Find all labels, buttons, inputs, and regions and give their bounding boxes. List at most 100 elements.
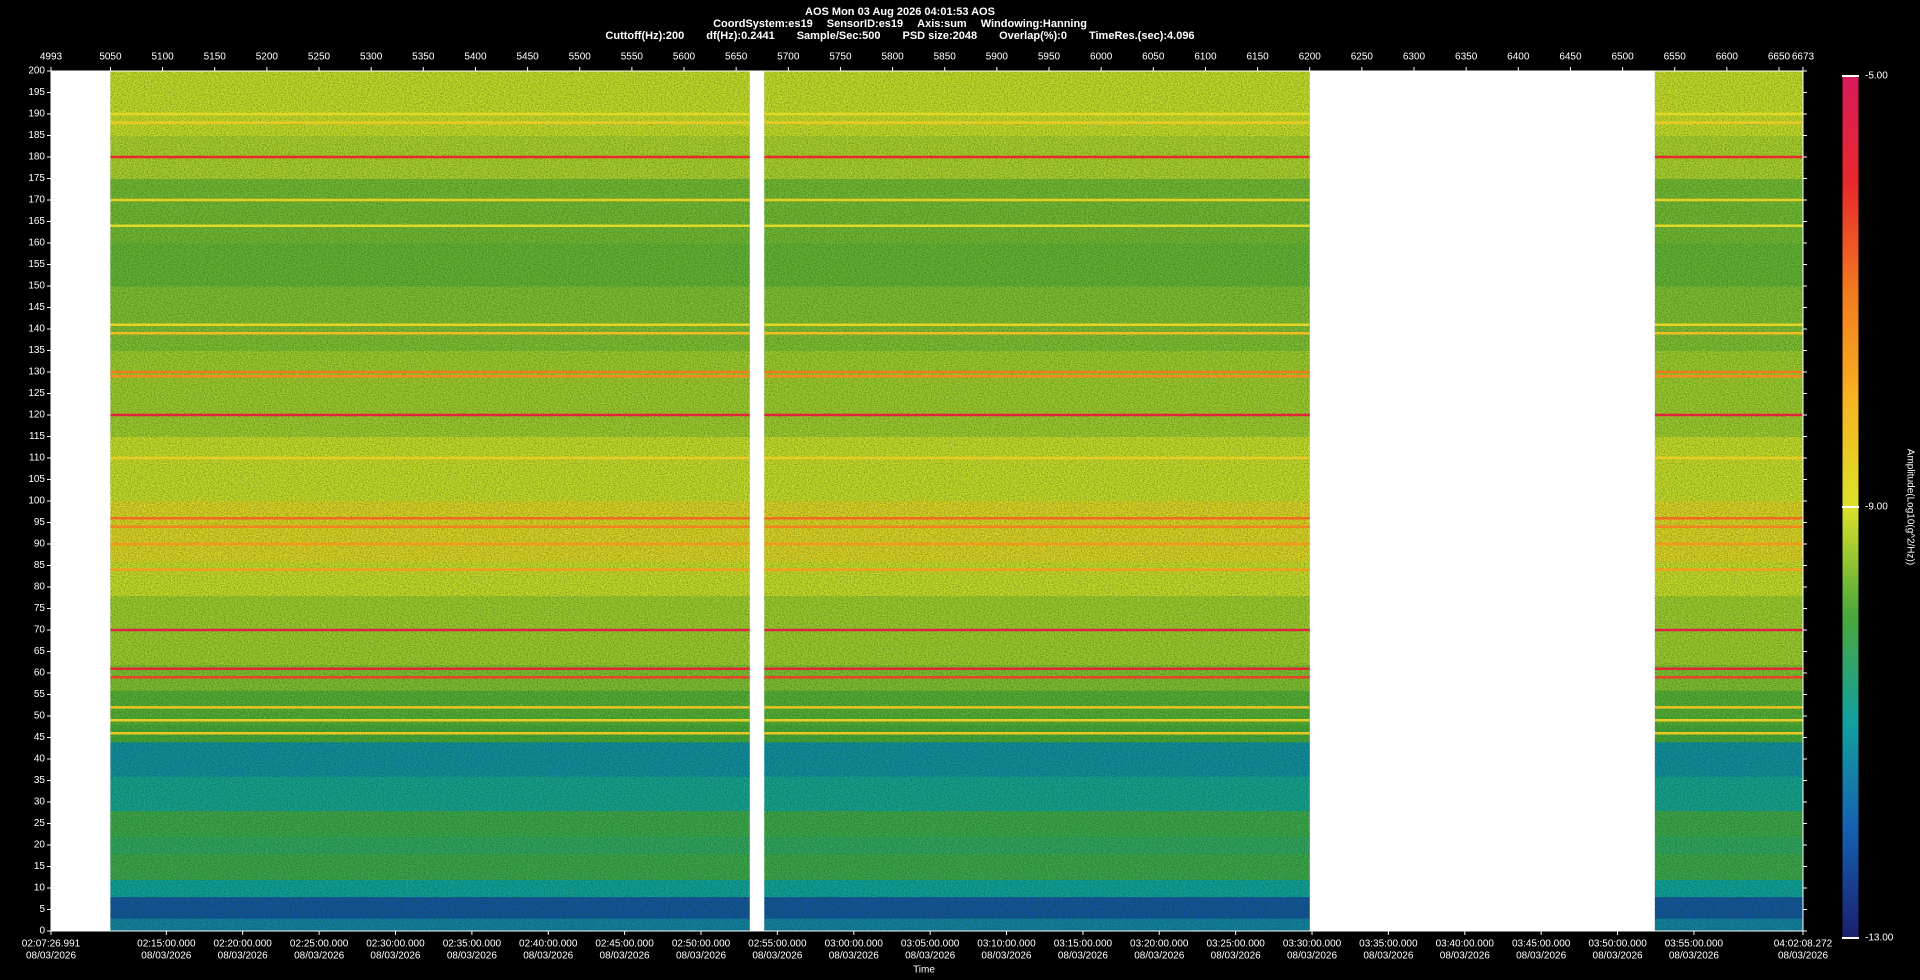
y-tick-label: 60 bbox=[34, 668, 46, 679]
x-tick-label: 5550 bbox=[621, 52, 644, 63]
header-item: Sample/Sec:500 bbox=[797, 30, 881, 42]
x-tick-label: 5150 bbox=[204, 52, 227, 63]
noise-texture bbox=[1654, 71, 1803, 931]
colorbar-label: Amplitude(Log10(g^2/Hz)) bbox=[1904, 449, 1915, 565]
x-tick-label: 6100 bbox=[1194, 52, 1217, 63]
y-tick-label: 15 bbox=[34, 861, 46, 872]
x-tick-label: 5500 bbox=[569, 52, 592, 63]
x-tick-label: 5700 bbox=[777, 52, 800, 63]
y-tick-label: 35 bbox=[34, 775, 46, 786]
time-tick-date: 08/03/2026 bbox=[600, 951, 650, 962]
x-tick-label: 6300 bbox=[1403, 52, 1426, 63]
header-item: Axis:sum bbox=[917, 18, 967, 30]
header-item: Overlap(%):0 bbox=[999, 30, 1067, 42]
y-tick-label: 20 bbox=[34, 840, 46, 851]
colorbar-tick-label: -9.00 bbox=[1865, 502, 1888, 513]
time-tick-date: 08/03/2026 bbox=[294, 951, 344, 962]
time-tick-label: 02:45:00.000 bbox=[595, 939, 654, 950]
colorbar-tick-label: -13.00 bbox=[1865, 933, 1894, 944]
x-tick-label: 5400 bbox=[464, 52, 487, 63]
header-item: Cuttoff(Hz):200 bbox=[605, 30, 684, 42]
time-tick-date: 08/03/2026 bbox=[1211, 951, 1261, 962]
x-tick-label: 6250 bbox=[1351, 52, 1374, 63]
time-tick-date: 08/03/2026 bbox=[1363, 951, 1413, 962]
time-tick-label: 02:50:00.000 bbox=[672, 939, 731, 950]
x-tick-label: 6500 bbox=[1611, 52, 1634, 63]
y-tick-label: 80 bbox=[34, 582, 46, 593]
y-tick-label: 165 bbox=[28, 216, 45, 227]
time-tick-label: 02:55:00.000 bbox=[748, 939, 807, 950]
time-tick-label: 02:35:00.000 bbox=[443, 939, 502, 950]
header-item: CoordSystem:es19 bbox=[713, 18, 813, 30]
time-tick-date: 08/03/2026 bbox=[141, 951, 191, 962]
y-tick-label: 30 bbox=[34, 797, 46, 808]
y-tick-label: 0 bbox=[39, 926, 45, 937]
y-tick-label: 105 bbox=[28, 474, 45, 485]
time-tick-label: 03:50:00.000 bbox=[1588, 939, 1647, 950]
time-tick-label: 03:35:00.000 bbox=[1359, 939, 1418, 950]
x-tick-label: 5200 bbox=[256, 52, 279, 63]
y-tick-label: 110 bbox=[29, 453, 45, 464]
time-tick-label: 03:25:00.000 bbox=[1206, 939, 1265, 950]
x-tick-label: 5800 bbox=[881, 52, 904, 63]
y-tick-label: 10 bbox=[34, 883, 46, 894]
y-tick-label: 130 bbox=[28, 367, 45, 378]
header-item: Windowing:Hanning bbox=[981, 18, 1087, 30]
y-tick-label: 125 bbox=[28, 388, 45, 399]
time-tick-label: 03:00:00.000 bbox=[825, 939, 884, 950]
time-tick-date: 08/03/2026 bbox=[218, 951, 268, 962]
x-tick-label: 5250 bbox=[308, 52, 331, 63]
y-tick-label: 160 bbox=[28, 238, 45, 249]
time-tick-label: 03:10:00.000 bbox=[977, 939, 1036, 950]
x-tick-label: 5950 bbox=[1038, 52, 1061, 63]
y-tick-label: 65 bbox=[34, 646, 46, 657]
x-tick-label: 6650 bbox=[1768, 52, 1791, 63]
x-tick-label: 6450 bbox=[1559, 52, 1582, 63]
y-tick-label: 140 bbox=[28, 324, 45, 335]
x-axis-label: Time bbox=[913, 965, 935, 976]
noise-texture bbox=[110, 71, 750, 931]
x-tick-label: 5850 bbox=[934, 52, 957, 63]
x-tick-label: 5750 bbox=[829, 52, 852, 63]
time-tick-label: 03:15:00.000 bbox=[1054, 939, 1113, 950]
time-tick-date: 08/03/2026 bbox=[829, 951, 879, 962]
y-tick-label: 115 bbox=[29, 431, 45, 442]
time-tick-date: 08/03/2026 bbox=[752, 951, 802, 962]
time-tick-date: 08/03/2026 bbox=[1516, 951, 1566, 962]
time-tick-date: 08/03/2026 bbox=[676, 951, 726, 962]
x-tick-label: 6200 bbox=[1299, 52, 1322, 63]
y-tick-label: 85 bbox=[34, 560, 46, 571]
time-tick-date: 08/03/2026 bbox=[905, 951, 955, 962]
header-item: df(Hz):0.2441 bbox=[706, 30, 774, 42]
time-tick-date: 08/03/2026 bbox=[447, 951, 497, 962]
y-tick-label: 155 bbox=[28, 259, 45, 270]
y-tick-label: 135 bbox=[28, 345, 45, 356]
y-tick-label: 70 bbox=[34, 625, 46, 636]
chart-title: AOS Mon 03 Aug 2026 04:01:53 AOS bbox=[805, 6, 995, 18]
time-tick-label: 03:30:00.000 bbox=[1283, 939, 1342, 950]
y-tick-label: 120 bbox=[28, 410, 45, 421]
y-tick-label: 180 bbox=[28, 152, 45, 163]
y-tick-label: 170 bbox=[28, 195, 45, 206]
x-tick-label: 5450 bbox=[516, 52, 539, 63]
y-tick-label: 25 bbox=[34, 818, 46, 829]
time-tick-date: 08/03/2026 bbox=[1778, 951, 1828, 962]
x-tick-label: 6050 bbox=[1142, 52, 1165, 63]
y-tick-label: 185 bbox=[28, 130, 45, 141]
time-tick-label: 03:40:00.000 bbox=[1436, 939, 1495, 950]
time-tick-date: 08/03/2026 bbox=[1669, 951, 1719, 962]
y-tick-label: 150 bbox=[28, 281, 45, 292]
y-tick-label: 175 bbox=[28, 173, 45, 184]
y-tick-label: 190 bbox=[28, 109, 45, 120]
x-tick-label: 4993 bbox=[40, 52, 63, 63]
time-tick-date: 08/03/2026 bbox=[1440, 951, 1490, 962]
noise-texture bbox=[764, 71, 1310, 931]
x-tick-label: 5100 bbox=[151, 52, 174, 63]
x-tick-label: 6673 bbox=[1792, 52, 1815, 63]
y-tick-label: 5 bbox=[39, 904, 45, 915]
time-tick-label: 02:30:00.000 bbox=[366, 939, 425, 950]
y-tick-label: 40 bbox=[34, 754, 46, 765]
time-tick-date: 08/03/2026 bbox=[1058, 951, 1108, 962]
